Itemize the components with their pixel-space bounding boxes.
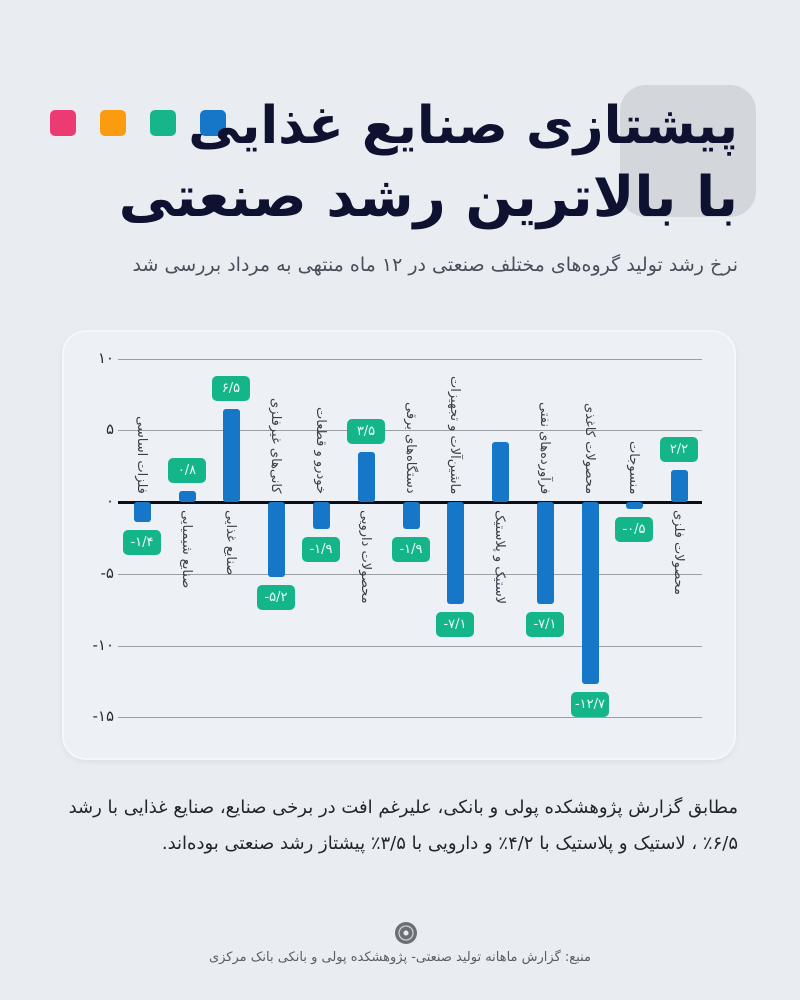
page-title-line1: پیشتازی صنایع غذایی bbox=[188, 96, 738, 156]
value-label: -۱/۹ bbox=[392, 537, 430, 563]
page-subtitle: نرخ رشد تولید گروه‌های مختلف صنعتی در ۱۲… bbox=[132, 254, 738, 276]
y-axis-tick: ۱۰ bbox=[97, 348, 114, 367]
green-square-icon bbox=[150, 110, 176, 136]
page-title-line2: با بالاترین رشد صنعتی bbox=[118, 165, 738, 230]
title-accent-box bbox=[620, 85, 756, 217]
orange-square-icon bbox=[100, 110, 126, 136]
decorative-color-dots bbox=[50, 110, 226, 136]
y-axis-tick: -۱۵ bbox=[92, 707, 114, 726]
pink-square-icon bbox=[50, 110, 76, 136]
value-label: -۷/۱ bbox=[436, 611, 474, 637]
bar bbox=[179, 490, 196, 502]
value-label: -۱/۴ bbox=[123, 530, 161, 556]
bar bbox=[537, 502, 554, 604]
bar bbox=[582, 502, 599, 685]
value-label: ۳/۵ bbox=[347, 418, 385, 444]
value-label: -۱/۹ bbox=[302, 537, 340, 563]
y-axis-tick: ۵ bbox=[105, 420, 114, 439]
value-label: ۶/۵ bbox=[212, 375, 250, 401]
gridline bbox=[118, 358, 702, 360]
gridline bbox=[118, 573, 702, 575]
category-label: لاستیک و پلاستیک bbox=[492, 510, 507, 605]
category-label: محصولات فلزی bbox=[671, 510, 686, 595]
institute-logo-icon bbox=[395, 922, 417, 944]
gridline bbox=[118, 717, 702, 719]
category-label: ماشین‌آلات و تجهیزات bbox=[447, 376, 462, 495]
source-note: منبع: گزارش ماهانه تولید صنعتی- پژوهشکده… bbox=[208, 950, 592, 965]
value-label: ۲/۲ bbox=[660, 437, 698, 463]
bar bbox=[626, 502, 643, 510]
bar bbox=[313, 502, 330, 530]
gridline bbox=[118, 645, 702, 647]
category-label: منسوجات bbox=[626, 441, 641, 495]
y-axis-tick: ۰ bbox=[105, 492, 114, 510]
category-label: فرآورده‌های نفتی bbox=[537, 402, 552, 495]
category-label: صنایع غذایی bbox=[223, 510, 238, 576]
value-label: -۰/۵ bbox=[615, 517, 653, 543]
category-label: خودرو و قطعات bbox=[313, 407, 328, 494]
category-label: محصولات کاغذی bbox=[582, 403, 597, 495]
bar bbox=[358, 451, 375, 502]
summary-paragraph: مطابق گزارش پژوهشکده پولی و بانکی، علیرغ… bbox=[68, 797, 738, 854]
bar bbox=[223, 408, 240, 502]
value-label: ۰/۸ bbox=[168, 457, 206, 483]
y-axis-tick: -۵ bbox=[100, 563, 114, 582]
category-label: دستگاه‌های برقی bbox=[403, 402, 418, 494]
category-label: صنایع شیمیایی bbox=[179, 510, 194, 589]
blue-square-icon bbox=[200, 110, 226, 136]
bar bbox=[671, 470, 688, 502]
value-label: -۱۲/۷ bbox=[571, 692, 609, 718]
bar bbox=[492, 441, 509, 502]
category-label: محصولات دارویی bbox=[358, 510, 373, 604]
bar bbox=[268, 502, 285, 577]
bar bbox=[134, 502, 151, 523]
category-label: کانی‌های غیرفلزی bbox=[268, 398, 283, 494]
bar bbox=[403, 502, 420, 530]
gridline bbox=[118, 430, 702, 432]
value-label: -۷/۱ bbox=[526, 611, 564, 637]
category-label: فلزات اساسی bbox=[134, 416, 149, 494]
y-axis-tick: -۱۰ bbox=[92, 635, 114, 654]
bar bbox=[447, 502, 464, 604]
value-label: -۵/۲ bbox=[257, 584, 295, 610]
